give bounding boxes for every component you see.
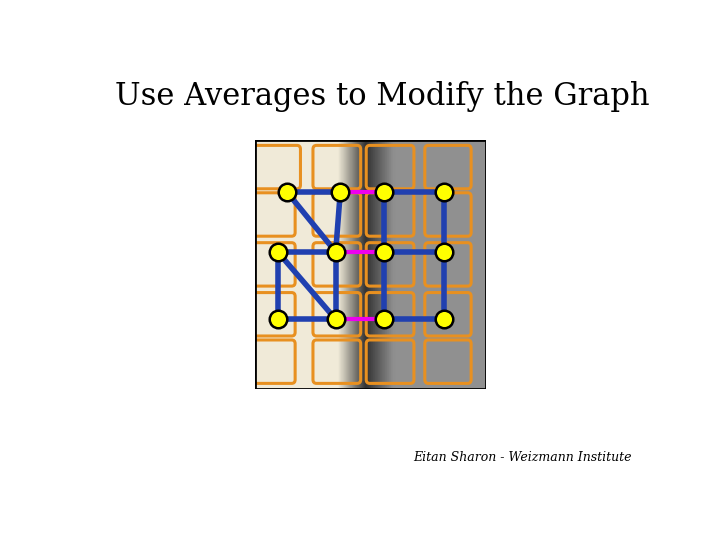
Text: Eitan Sharon - Weizmann Institute: Eitan Sharon - Weizmann Institute: [413, 451, 631, 464]
Text: Use Averages to Modify the Graph: Use Averages to Modify the Graph: [115, 82, 649, 112]
